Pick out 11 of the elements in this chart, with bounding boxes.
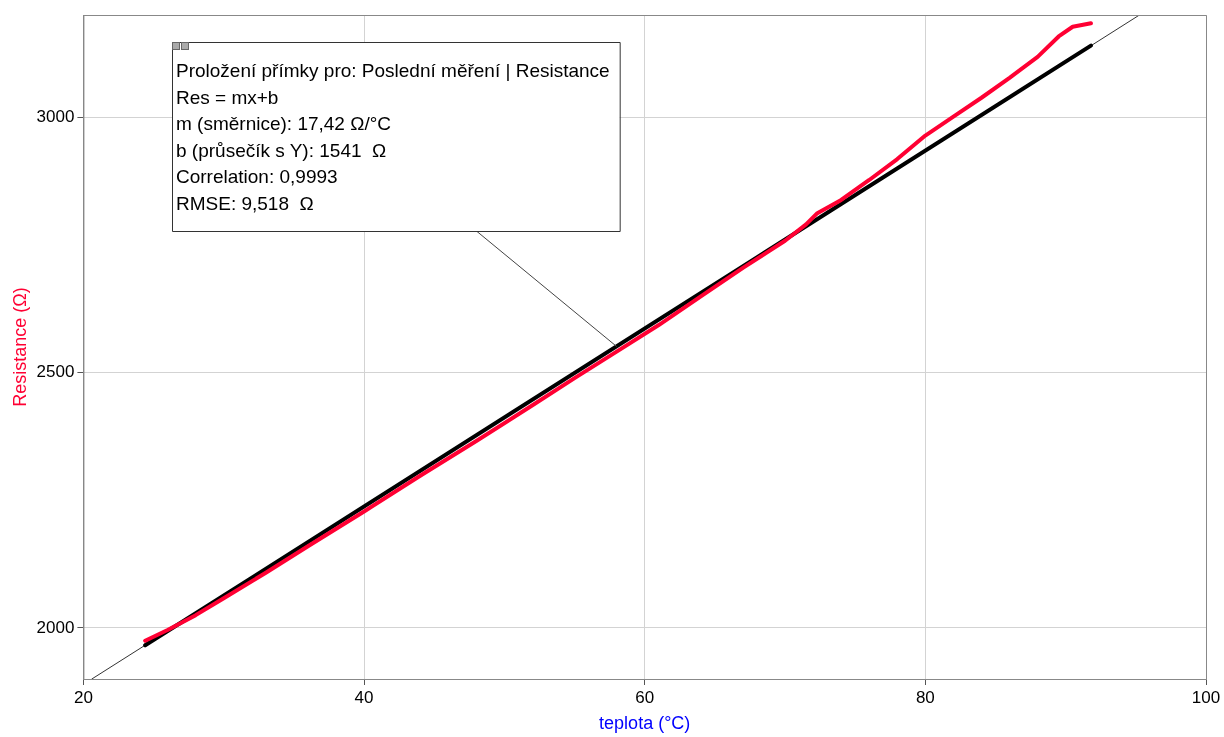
x-axis-title: teplota (°C) <box>599 713 691 734</box>
x-tick-label: 40 <box>354 687 374 707</box>
y-axis-title: Resistance (Ω) <box>9 287 30 407</box>
annotation: Proložení přímky pro: Poslední měření | Resistance Res = mx+b m (směrnice): 17,42 Ω/°C b (průsečík s Y): 1541 Ω Correlation: 0,9993 RMSE: 9,518 Ω <box>176 60 610 214</box>
y-tick-label: 2500 <box>36 362 75 382</box>
x-tick-label: 100 <box>1191 687 1221 707</box>
y-tick-label: 2000 <box>36 617 75 637</box>
y-tick-label: 3000 <box>36 106 75 126</box>
x-tick-label: 60 <box>635 687 655 707</box>
x-tick-label: 80 <box>915 687 935 707</box>
x-tick-label: 20 <box>73 687 93 707</box>
